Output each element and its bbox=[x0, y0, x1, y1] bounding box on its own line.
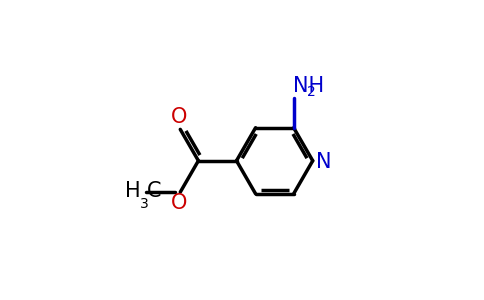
Text: O: O bbox=[171, 107, 187, 127]
Text: N: N bbox=[316, 152, 332, 172]
Text: 2: 2 bbox=[307, 85, 316, 99]
Text: H: H bbox=[124, 181, 140, 201]
Text: 3: 3 bbox=[140, 197, 149, 211]
Text: C: C bbox=[147, 181, 162, 201]
Text: O: O bbox=[171, 193, 187, 213]
Text: NH: NH bbox=[292, 76, 324, 96]
